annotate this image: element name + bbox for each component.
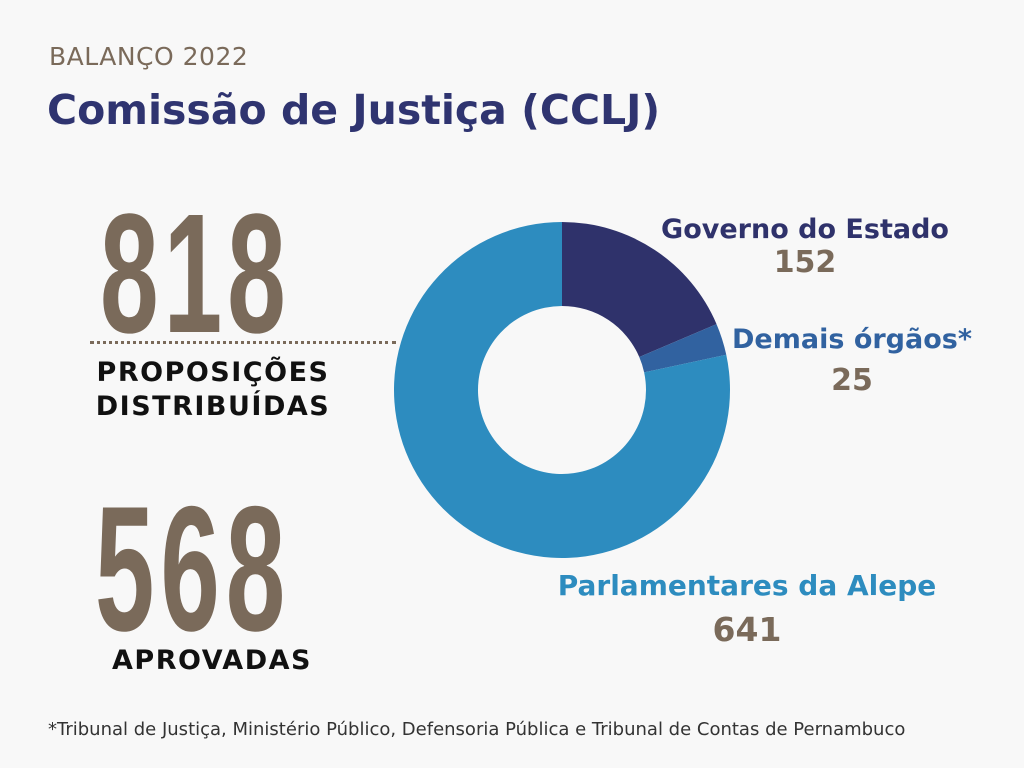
page-title: Comissão de Justiça (CCLJ) xyxy=(47,86,661,134)
distributed-caption-line1: PROPOSIÇÕES xyxy=(96,357,330,388)
slice-name-parlamentares: Parlamentares da Alepe xyxy=(557,569,937,602)
slice-demais xyxy=(639,324,727,373)
slice-governo xyxy=(562,222,717,358)
slice-value-governo: 152 xyxy=(773,245,837,280)
slice-value-demais: 25 xyxy=(831,363,873,398)
dotted-divider xyxy=(90,341,396,344)
eyebrow-label: BALANÇO 2022 xyxy=(49,42,249,71)
slice-value-parlamentares: 641 xyxy=(712,610,782,649)
footnote: *Tribunal de Justiça, Ministério Público… xyxy=(48,719,906,740)
approved-caption: APROVADAS xyxy=(112,645,312,676)
distributed-caption: PROPOSIÇÕES DISTRIBUÍDAS xyxy=(88,356,338,424)
slice-name-governo: Governo do Estado xyxy=(661,214,949,245)
distributed-caption-line2: DISTRIBUÍDAS xyxy=(95,391,331,422)
slice-name-demais: Demais órgãos* xyxy=(732,324,972,355)
distributed-count: 818 xyxy=(100,179,291,369)
slice-label-demais: Demais órgãos* 25 xyxy=(732,324,972,398)
slice-parlamentares xyxy=(394,222,730,558)
slice-label-parlamentares: Parlamentares da Alepe 641 xyxy=(558,569,937,649)
slice-label-governo: Governo do Estado 152 xyxy=(661,214,949,280)
approved-count: 568 xyxy=(95,469,292,668)
